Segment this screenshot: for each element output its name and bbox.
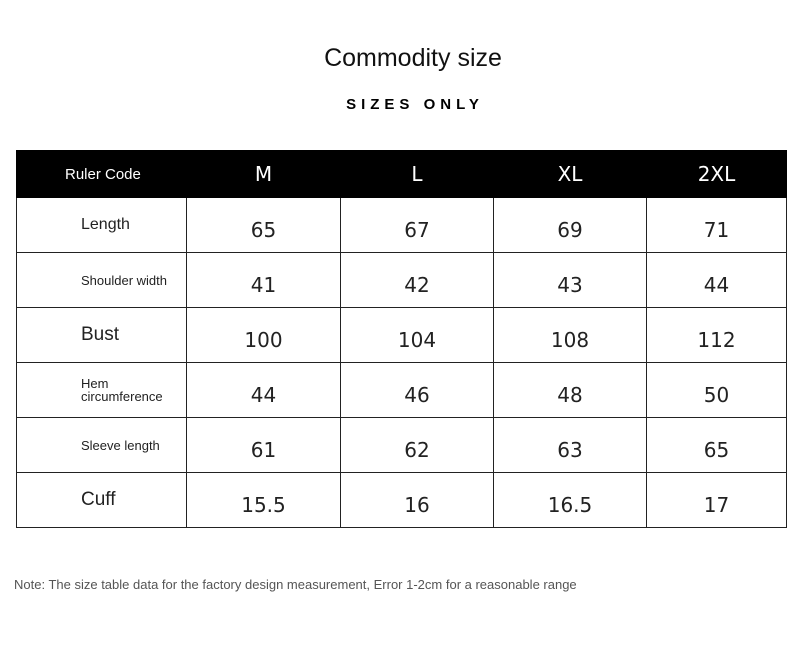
table-row: Length 65 67 69 71 bbox=[16, 197, 787, 253]
table-cell: 108 bbox=[493, 307, 647, 363]
row-label-length: Length bbox=[16, 197, 187, 253]
table-cell: 41 bbox=[186, 252, 341, 308]
row-label-sleeve-length: Sleeve length bbox=[16, 417, 187, 473]
table-cell: 71 bbox=[646, 197, 787, 253]
header-row: Ruler Code M L XL 2XL bbox=[16, 150, 787, 198]
table-cell: 50 bbox=[646, 362, 787, 418]
size-table: Ruler Code M L XL 2XL Length 65 67 69 71… bbox=[16, 150, 787, 528]
table-cell: 16.5 bbox=[493, 472, 647, 528]
table-cell: 44 bbox=[646, 252, 787, 308]
header-ruler-code: Ruler Code bbox=[16, 150, 187, 198]
table-cell: 44 bbox=[186, 362, 341, 418]
table-cell: 15.5 bbox=[186, 472, 341, 528]
table-cell: 69 bbox=[493, 197, 647, 253]
table-cell: 65 bbox=[646, 417, 787, 473]
row-label-hem-circumference: Hem circumference bbox=[16, 362, 187, 418]
table-cell: 63 bbox=[493, 417, 647, 473]
table-row: Hem circumference 44 46 48 50 bbox=[16, 362, 787, 418]
table-cell: 61 bbox=[186, 417, 341, 473]
table-cell: 100 bbox=[186, 307, 341, 363]
table-row: Shoulder width 41 42 43 44 bbox=[16, 252, 787, 308]
table-row: Cuff 15.5 16 16.5 17 bbox=[16, 472, 787, 528]
table-row: Sleeve length 61 62 63 65 bbox=[16, 417, 787, 473]
table-cell: 17 bbox=[646, 472, 787, 528]
table-cell: 43 bbox=[493, 252, 647, 308]
table-cell: 62 bbox=[340, 417, 494, 473]
table-cell: 112 bbox=[646, 307, 787, 363]
table-cell: 16 bbox=[340, 472, 494, 528]
header-size-2xl: 2XL bbox=[646, 150, 787, 198]
table-cell: 65 bbox=[186, 197, 341, 253]
table-cell: 42 bbox=[340, 252, 494, 308]
row-label-shoulder-width: Shoulder width bbox=[16, 252, 187, 308]
row-label-cuff: Cuff bbox=[16, 472, 187, 528]
table-cell: 67 bbox=[340, 197, 494, 253]
page-title: Commodity size bbox=[324, 44, 502, 72]
table-cell: 48 bbox=[493, 362, 647, 418]
table-cell: 46 bbox=[340, 362, 494, 418]
header-size-xl: XL bbox=[493, 150, 647, 198]
measurement-note: Note: The size table data for the factor… bbox=[14, 577, 577, 592]
row-label-bust: Bust bbox=[16, 307, 187, 363]
header-size-l: L bbox=[340, 150, 494, 198]
header-size-m: M bbox=[186, 150, 341, 198]
table-row: Bust 100 104 108 112 bbox=[16, 307, 787, 363]
table-cell: 104 bbox=[340, 307, 494, 363]
page-subtitle: SIZES ONLY bbox=[346, 96, 484, 113]
